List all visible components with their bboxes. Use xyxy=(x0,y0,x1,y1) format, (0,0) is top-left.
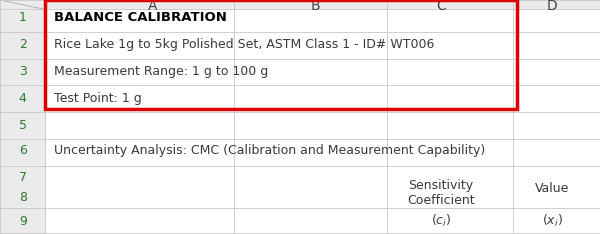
Text: 1: 1 xyxy=(19,11,27,24)
Bar xyxy=(0,0,600,9)
Text: 6: 6 xyxy=(19,144,27,157)
Text: 2: 2 xyxy=(19,38,27,51)
Text: 7: 7 xyxy=(19,171,27,184)
Text: B: B xyxy=(310,0,320,13)
Text: Uncertainty Analysis: CMC (Calibration and Measurement Capability): Uncertainty Analysis: CMC (Calibration a… xyxy=(54,144,485,157)
Text: $(x_i)$: $(x_i)$ xyxy=(542,213,562,229)
Text: Value: Value xyxy=(535,182,569,195)
Text: 4: 4 xyxy=(19,92,27,105)
Text: BALANCE CALIBRATION: BALANCE CALIBRATION xyxy=(54,11,227,24)
Text: 8: 8 xyxy=(19,191,27,204)
Text: Rice Lake 1g to 5kg Polished Set, ASTM Class 1 - ID# WT006: Rice Lake 1g to 5kg Polished Set, ASTM C… xyxy=(54,38,434,51)
Text: C: C xyxy=(436,0,446,13)
Bar xyxy=(0,0,45,234)
Bar xyxy=(45,0,517,109)
Text: 9: 9 xyxy=(19,215,27,228)
Text: $(c_i)$: $(c_i)$ xyxy=(431,213,451,229)
Text: Test Point: 1 g: Test Point: 1 g xyxy=(54,92,142,105)
Text: Measurement Range: 1 g to 100 g: Measurement Range: 1 g to 100 g xyxy=(54,65,268,78)
Text: 3: 3 xyxy=(19,65,27,78)
Text: Sensitivity
Coefficient: Sensitivity Coefficient xyxy=(407,179,475,207)
Text: A: A xyxy=(148,0,158,13)
Text: 5: 5 xyxy=(19,119,27,132)
Text: D: D xyxy=(547,0,557,13)
